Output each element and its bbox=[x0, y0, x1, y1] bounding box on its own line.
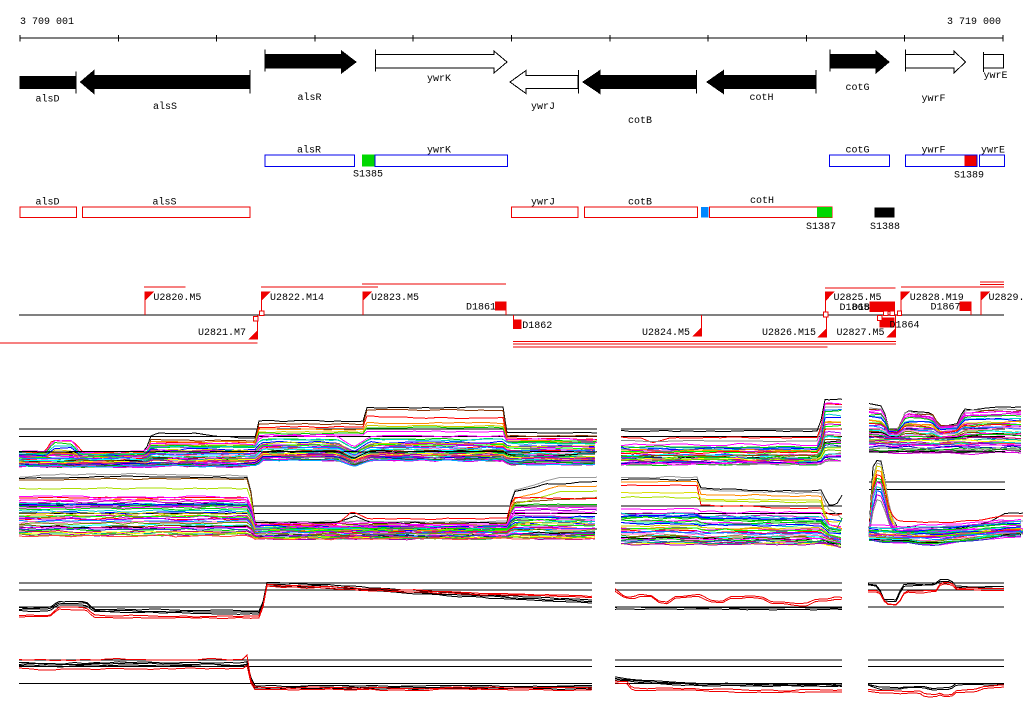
svg-text:S1385: S1385 bbox=[353, 170, 383, 181]
svg-text:alsR: alsR bbox=[297, 145, 321, 157]
svg-text:ywrJ: ywrJ bbox=[531, 102, 555, 113]
svg-text:U2826.M15: U2826.M15 bbox=[762, 328, 816, 339]
svg-text:U2823.M5: U2823.M5 bbox=[371, 293, 419, 304]
svg-text:ywrE: ywrE bbox=[984, 71, 1008, 82]
svg-text:D1862: D1862 bbox=[522, 321, 552, 332]
svg-text:alsR: alsR bbox=[298, 92, 322, 104]
svg-text:alsD: alsD bbox=[36, 197, 60, 209]
svg-text:alsS: alsS bbox=[153, 197, 177, 209]
svg-text:U2820.M5: U2820.M5 bbox=[153, 293, 201, 304]
svg-text:ywrJ: ywrJ bbox=[531, 198, 555, 209]
svg-text:cotB: cotB bbox=[628, 116, 652, 127]
svg-text:D1866: D1866 bbox=[852, 303, 882, 314]
svg-text:U2821.M7: U2821.M7 bbox=[198, 328, 246, 339]
svg-text:U2824.M5: U2824.M5 bbox=[642, 328, 690, 339]
svg-text:3 719 000: 3 719 000 bbox=[947, 17, 1001, 28]
svg-text:S1387: S1387 bbox=[806, 222, 836, 233]
svg-text:cotG: cotG bbox=[846, 83, 870, 94]
svg-text:U2827.M5: U2827.M5 bbox=[837, 328, 885, 339]
svg-text:U2825.M5: U2825.M5 bbox=[834, 293, 882, 304]
svg-text:cotG: cotG bbox=[846, 146, 870, 157]
svg-text:ywrE: ywrE bbox=[981, 146, 1005, 157]
svg-text:D1861: D1861 bbox=[466, 303, 496, 314]
svg-text:S1388: S1388 bbox=[870, 222, 900, 233]
svg-text:cotH: cotH bbox=[750, 196, 774, 207]
svg-text:ywrK: ywrK bbox=[427, 74, 451, 85]
svg-text:ywrF: ywrF bbox=[922, 146, 946, 157]
svg-text:alsS: alsS bbox=[153, 101, 177, 113]
svg-text:cotB: cotB bbox=[628, 198, 652, 209]
svg-text:D1865: D1865 bbox=[840, 303, 870, 314]
svg-text:U2829.M18: U2829.M18 bbox=[989, 293, 1024, 304]
svg-text:D1867: D1867 bbox=[931, 303, 961, 314]
svg-text:U2828.M19: U2828.M19 bbox=[910, 293, 964, 304]
svg-text:cotH: cotH bbox=[750, 93, 774, 104]
svg-text:U2822.M14: U2822.M14 bbox=[270, 293, 324, 304]
svg-text:ywrK: ywrK bbox=[427, 146, 451, 157]
svg-text:3 709 001: 3 709 001 bbox=[20, 17, 74, 28]
svg-text:D1864: D1864 bbox=[890, 321, 920, 332]
svg-text:S1389: S1389 bbox=[954, 171, 984, 182]
svg-text:alsD: alsD bbox=[36, 94, 60, 106]
svg-text:ywrF: ywrF bbox=[922, 94, 946, 105]
